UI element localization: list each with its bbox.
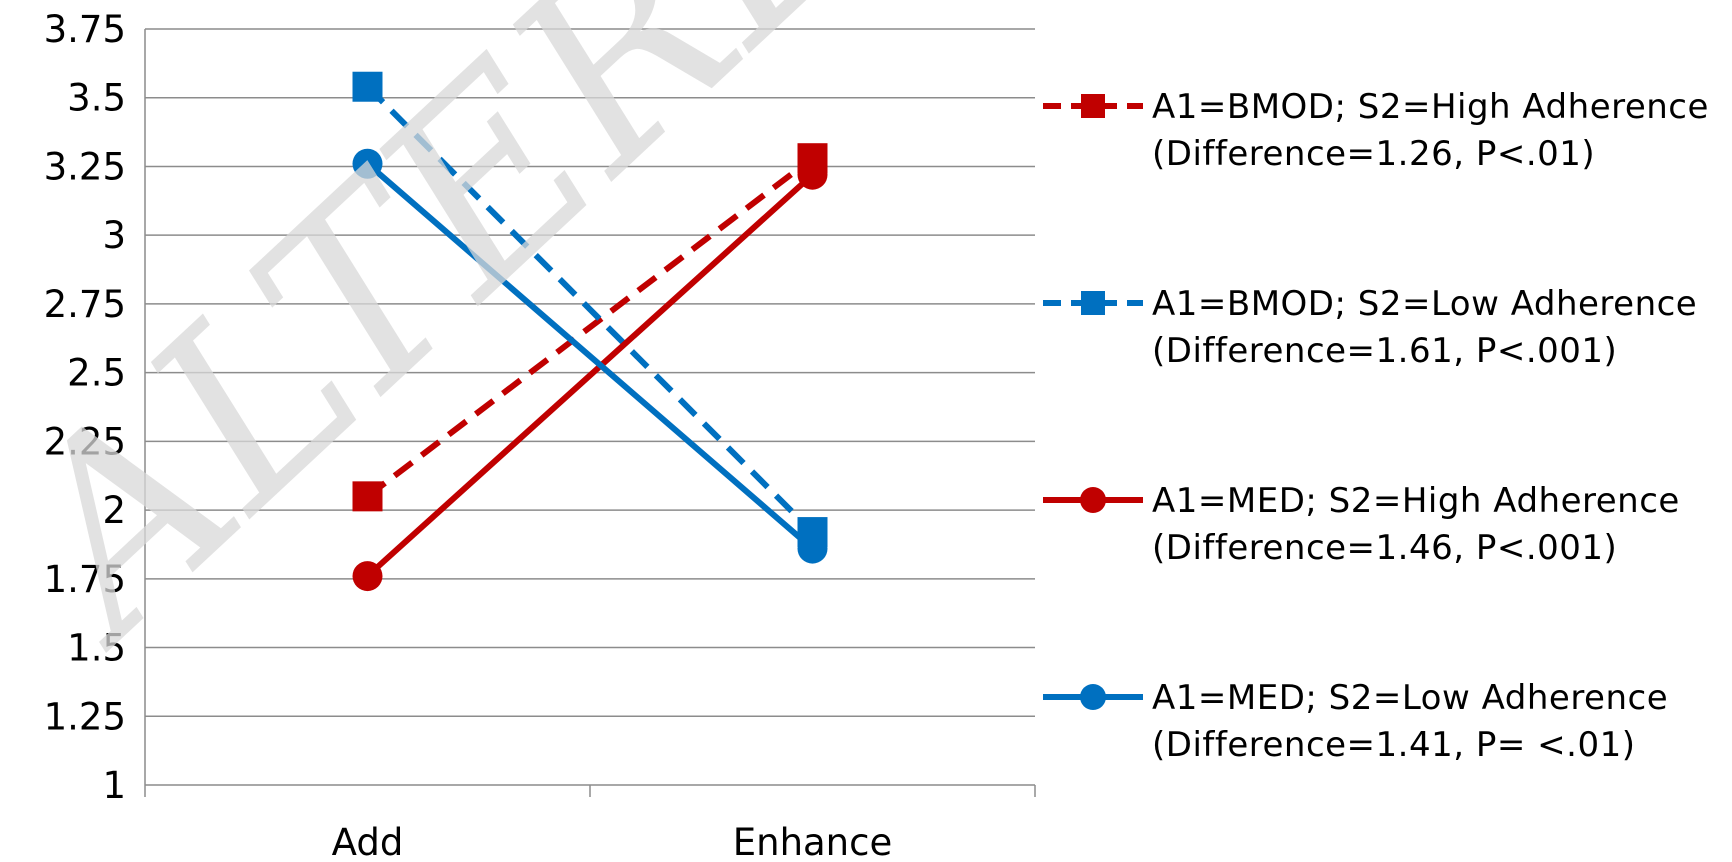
legend-note: (Difference=1.46, P<.001) [1152, 528, 1617, 568]
legend-note: (Difference=1.26, P<.01) [1152, 134, 1595, 174]
legend-note: (Difference=1.61, P<.001) [1152, 331, 1617, 371]
data-point [352, 481, 383, 512]
data-point [797, 159, 828, 190]
x-axis-category-labels: Add Enhance [332, 821, 893, 862]
series-line [365, 172, 815, 579]
data-point [352, 148, 383, 179]
data-point [797, 533, 828, 564]
series-line [365, 155, 815, 499]
legend-item: A1=BMOD; S2=Low Adherence (Difference=1.6… [1043, 284, 1697, 371]
legend-label: A1=MED; S2=Low Adherence [1152, 678, 1668, 718]
y-tick-label: 2 [102, 489, 126, 532]
legend-note: (Difference=1.41, P= <.01) [1152, 725, 1636, 765]
legend-marker [1081, 94, 1105, 118]
y-tick-label: 3.25 [44, 145, 126, 188]
data-point [352, 561, 383, 592]
y-tick-label: 2.5 [67, 352, 126, 395]
series-line [365, 161, 815, 551]
legend-item: A1=MED; S2=Low Adherence (Difference=1.41… [1043, 678, 1668, 765]
y-axis-tick-labels: 1 1.25 1.5 1.75 2 2.25 2.5 2.75 3 3.25 3.5 3.75 [44, 8, 126, 807]
data-point [352, 71, 383, 102]
y-tick-label: 1 [102, 764, 126, 807]
axes [144, 29, 1036, 797]
legend-marker [1080, 684, 1106, 710]
y-tick-label: 3.5 [67, 77, 126, 120]
legend-marker [1081, 291, 1105, 315]
y-tick-label: 1.75 [44, 558, 126, 601]
x-category-label: Enhance [733, 821, 893, 862]
legend: A1=BMOD; S2=High Adherence (Difference=1.… [1043, 87, 1709, 765]
y-tick-label: 1.25 [44, 695, 126, 738]
legend-label: A1=BMOD; S2=Low Adherence [1152, 284, 1697, 324]
series-line [365, 84, 815, 535]
y-tick-label: 3.75 [44, 8, 126, 51]
y-tick-label: 3 [102, 214, 126, 257]
y-tick-label: 1.5 [67, 627, 126, 670]
legend-label: A1=BMOD; S2=High Adherence [1152, 87, 1709, 127]
legend-label: A1=MED; S2=High Adherence [1152, 481, 1680, 521]
x-category-label: Add [332, 821, 404, 862]
legend-item: A1=BMOD; S2=High Adherence (Difference=1.… [1043, 87, 1709, 174]
y-tick-label: 2.75 [44, 283, 126, 326]
y-tick-label: 2.25 [44, 420, 126, 463]
legend-marker [1080, 487, 1106, 513]
series-lines [352, 71, 828, 592]
legend-item: A1=MED; S2=High Adherence (Difference=1.4… [1043, 481, 1680, 568]
